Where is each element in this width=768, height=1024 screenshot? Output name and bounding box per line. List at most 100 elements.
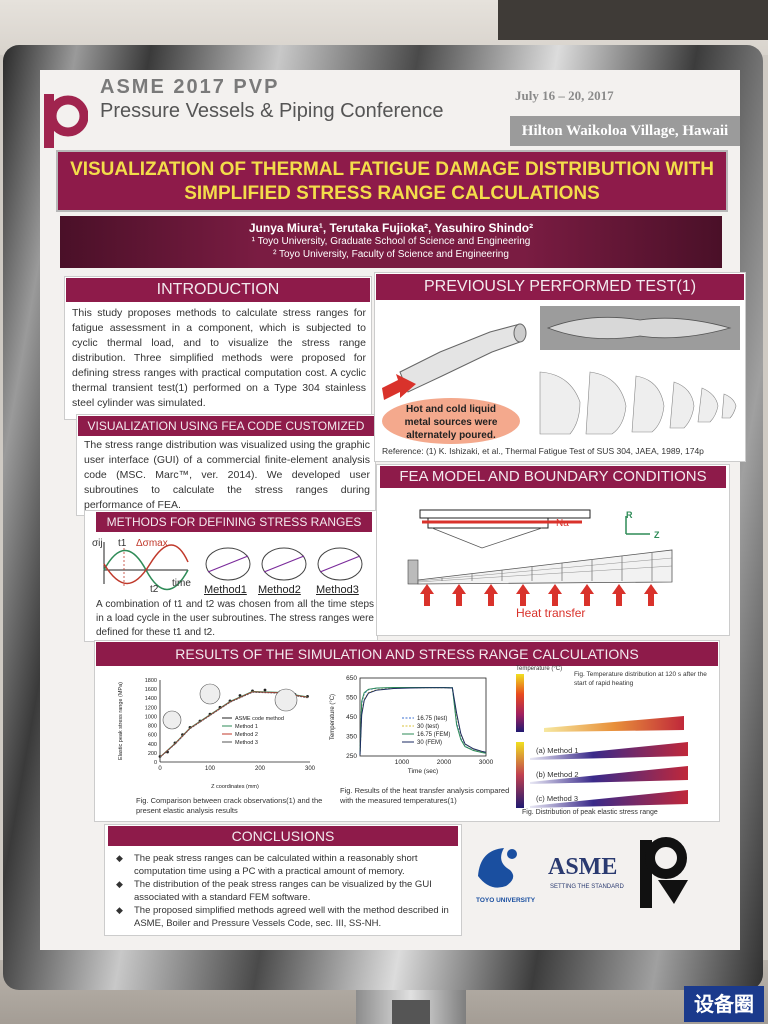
legend-label: 30 (FEM) xyxy=(417,740,442,746)
stress-contour-maps xyxy=(516,742,688,808)
y-tick-label: 250 xyxy=(346,753,357,760)
fea-model-heading: FEA MODEL AND BOUNDARY CONDITIONS xyxy=(380,466,726,488)
x-tick-label: 300 xyxy=(305,766,316,772)
y-axis-label: Temperature (°C) xyxy=(330,694,336,740)
crack-photo-inset xyxy=(274,688,298,712)
poster-stand-neck xyxy=(392,1000,430,1024)
y-tick-label: 1200 xyxy=(145,705,157,711)
conclusions-heading: CONCLUSIONS xyxy=(108,826,458,846)
conclusion-item: The distribution of the peak stress rang… xyxy=(116,878,456,904)
venue-banner: Hilton Waikoloa Village, Hawaii xyxy=(510,116,740,146)
legend-label: ASME code method xyxy=(235,716,284,722)
door-background xyxy=(498,0,768,40)
y-tick-label: 1400 xyxy=(145,696,157,702)
y-tick-label: 1600 xyxy=(145,687,157,693)
author-names: Junya Miura¹, Terutaka Fujioka², Yasuhir… xyxy=(248,221,534,235)
methods-heading: METHODS FOR DEFINING STRESS RANGES xyxy=(96,512,372,532)
y-tick-label: 600 xyxy=(148,733,157,739)
legend-label: Method 2 xyxy=(235,732,258,738)
contour-label-method3: (c) Method 3 xyxy=(536,794,579,803)
asme-logo-tagline: SETTING THE STANDARD xyxy=(550,884,624,890)
conclusion-item: The proposed simplified methods agreed w… xyxy=(116,904,456,930)
heat-transfer-label: Heat transfer xyxy=(516,606,586,620)
y-tick-label: 1800 xyxy=(145,678,157,684)
poster-title: VISUALIZATION OF THERMAL FATIGUE DAMAGE … xyxy=(56,150,728,212)
fea-mesh-illustration xyxy=(407,509,673,585)
methods-t1-label: t1 xyxy=(118,538,127,549)
legend-label: 30 (test) xyxy=(417,724,439,730)
x-tick-label: 2000 xyxy=(437,759,452,766)
y-tick-label: 1000 xyxy=(145,714,157,720)
previous-test-heading: PREVIOUSLY PERFORMED TEST(1) xyxy=(376,274,744,300)
series-line xyxy=(359,687,487,756)
method3-label: Method3 xyxy=(316,584,359,596)
y-tick-label: 350 xyxy=(346,734,357,741)
fea-z-label: Z xyxy=(654,530,660,540)
x-tick-label: 200 xyxy=(255,766,266,772)
chart2-caption: Fig. Results of the heat transfer analys… xyxy=(340,786,510,805)
introduction-heading: INTRODUCTION xyxy=(66,278,370,302)
contour-label-method1: (a) Method 1 xyxy=(536,746,579,755)
toyo-university-logo xyxy=(478,848,517,888)
methods-t2-label: t2 xyxy=(150,584,159,595)
affiliation-2: ² Toyo University, Faculty of Science an… xyxy=(273,249,509,260)
x-tick-label: 100 xyxy=(205,766,216,772)
y-tick-label: 400 xyxy=(148,742,157,748)
visualization-heading: VISUALIZATION USING FEA CODE CUSTOMIZED xyxy=(78,416,374,436)
y-tick-label: 200 xyxy=(148,751,157,757)
temperature-contour-map xyxy=(516,674,684,732)
header-top-text: ASME 2017 PVP xyxy=(100,76,280,98)
methods-text: A combination of t1 and t2 was chosen fr… xyxy=(96,599,374,638)
conference-dates: July 16 – 20, 2017 xyxy=(515,88,614,103)
test-cylinder-illustration xyxy=(382,306,740,435)
pvp-header-logo xyxy=(44,94,88,148)
legend-label: Method 3 xyxy=(235,740,258,746)
x-axis-label: Time (sec) xyxy=(408,768,438,775)
y-tick-label: 650 xyxy=(346,675,357,682)
plot-frame xyxy=(359,677,487,757)
legend-label: Method 1 xyxy=(235,724,258,730)
methods-panel xyxy=(84,510,378,642)
fea-na-label: Na xyxy=(556,518,569,529)
y-tick-label: 550 xyxy=(346,695,357,702)
data-point xyxy=(263,688,267,692)
contour-label-method2: (b) Method 2 xyxy=(536,770,579,779)
toyo-logo-text: TOYO UNIVERSITY xyxy=(476,897,536,904)
legend-label: 16.75 (FEM) xyxy=(417,732,450,738)
x-tick-label: 1000 xyxy=(395,759,410,766)
temp-legend-title: Temperature (°C) xyxy=(516,666,563,672)
y-tick-label: 800 xyxy=(148,724,157,730)
legend-label: 16.75 (test) xyxy=(417,716,447,722)
conference-name: Pressure Vessels & Piping Conference xyxy=(100,100,444,122)
pvp-footer-logo xyxy=(640,837,688,908)
previous-test-reference: Reference: (1) K. Ishizaki, et al., Ther… xyxy=(382,446,704,456)
y-axis-label: Elastic peak stress range (MPa) xyxy=(118,682,124,760)
heat-transfer-arrows xyxy=(420,584,658,606)
chart3-caption-bottom: Fig. Distribution of peak elastic stress… xyxy=(522,809,658,816)
chart1-caption: Fig. Comparison between crack observatio… xyxy=(136,796,323,815)
affiliation-1: ¹ Toyo University, Graduate School of Sc… xyxy=(251,236,531,247)
conclusion-item: The peak stress ranges can be calculated… xyxy=(116,852,456,878)
chart3-caption-top: Fig. Temperature distribution at 120 s a… xyxy=(574,671,707,687)
y-tick-label: 450 xyxy=(346,714,357,721)
results-panel xyxy=(94,640,720,822)
methods-delta-label: Δσmax xyxy=(136,538,168,549)
liquid-metal-note: Hot and cold liquid metal sources were a… xyxy=(382,398,520,444)
x-tick-label: 3000 xyxy=(479,759,494,766)
fea-r-label: R xyxy=(626,510,633,520)
authors-banner: Junya Miura¹, Terutaka Fujioka², Yasuhir… xyxy=(60,216,722,268)
asme-logo-text: ASME xyxy=(548,854,618,880)
y-tick-label: 0 xyxy=(154,760,157,766)
method2-label: Method2 xyxy=(258,584,301,596)
visualization-text: The stress range distribution was visual… xyxy=(84,439,370,511)
crack-photo-inset xyxy=(199,683,221,705)
methods-time-label: time xyxy=(172,578,191,589)
introduction-text: This study proposes methods to calculate… xyxy=(72,307,366,409)
stress-range-chart: 0 200 400 600 800 1000 1200 1400 1600 1800 0 100 200… xyxy=(118,678,316,790)
results-heading: RESULTS OF THE SIMULATION AND STRESS RAN… xyxy=(96,642,718,666)
methods-diagram xyxy=(103,542,363,591)
x-tick-label: 0 xyxy=(158,766,162,772)
method1-label: Method1 xyxy=(204,584,247,596)
temperature-chart: 250 350 450 550 650 1000 2000 3000 Temperature (… xyxy=(330,675,494,775)
crack-photo-inset xyxy=(162,710,182,730)
